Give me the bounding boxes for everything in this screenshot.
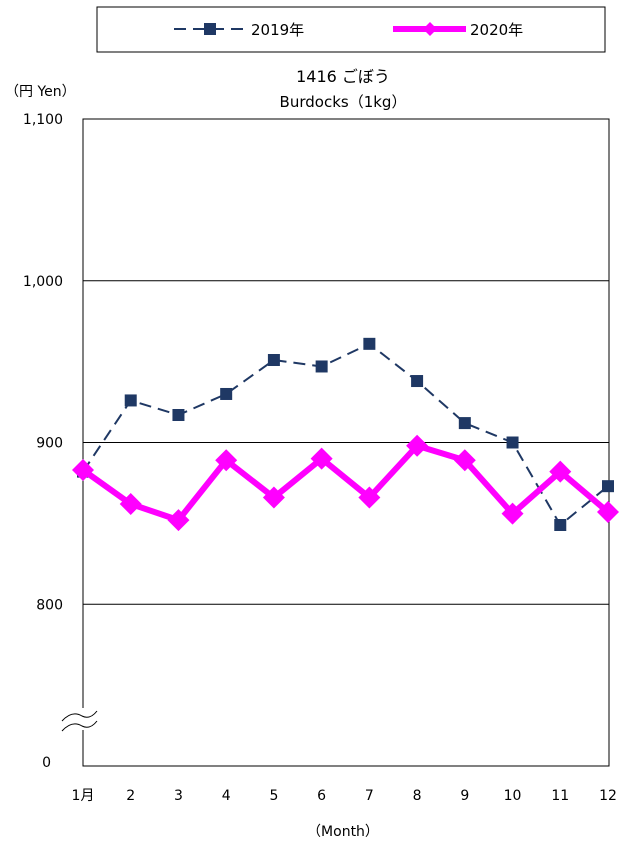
x-tick-label: 12 [599, 788, 617, 804]
data-point [458, 417, 471, 430]
data-point [554, 518, 567, 531]
data-point [172, 409, 185, 422]
x-tick-label: 7 [365, 788, 374, 804]
axis-break-icon [60, 708, 100, 732]
legend-entry-2020: 2020年 [393, 21, 523, 39]
data-point [220, 387, 233, 400]
data-point [72, 458, 94, 481]
chart-title: 1416 ごぼう [296, 67, 390, 86]
x-tick-label: 2 [126, 788, 135, 804]
y-axis-zero-label: 0 [42, 755, 51, 771]
data-point [215, 449, 238, 472]
legend-entry-2019: 2019年 [174, 21, 304, 39]
legend-marker-2020 [423, 22, 437, 36]
x-tick-label: 9 [460, 788, 469, 804]
x-tick-label: 3 [174, 788, 183, 804]
x-tick-label: 6 [317, 788, 326, 804]
data-point [506, 436, 519, 449]
x-tick-label: 1月 [72, 788, 95, 804]
x-tick-label: 4 [222, 788, 231, 804]
data-point [453, 449, 476, 472]
data-point [411, 375, 424, 388]
y-axis-ticks: 1,100 1,000 900 800 [23, 112, 63, 613]
data-point [267, 354, 280, 367]
y-tick-label: 900 [36, 436, 63, 452]
legend-label-2019: 2019年 [251, 21, 304, 39]
data-point [406, 434, 429, 457]
y-axis-unit-label: （円 Yen） [5, 84, 76, 100]
x-tick-label: 8 [413, 788, 422, 804]
data-point [501, 502, 524, 525]
data-point [597, 501, 619, 524]
series-layer [72, 337, 619, 532]
x-axis-ticks: 1月 2 3 4 5 6 7 8 9 10 11 12 [72, 788, 617, 804]
x-axis-label: （Month） [307, 824, 379, 840]
data-point [124, 394, 137, 407]
y-tick-label: 1,000 [23, 274, 63, 290]
data-point [602, 480, 614, 493]
data-point [310, 447, 333, 470]
x-tick-label: 10 [504, 788, 522, 804]
y-tick-label: 800 [36, 597, 63, 613]
series-line-0 [82, 342, 609, 526]
data-point [363, 337, 376, 350]
data-point [315, 360, 328, 373]
data-point [262, 486, 285, 509]
grid-lines [83, 280, 609, 605]
legend-box [96, 6, 606, 53]
x-tick-label: 11 [551, 788, 569, 804]
x-tick-label: 5 [269, 788, 278, 804]
data-point [358, 486, 381, 509]
data-point [549, 460, 572, 483]
chart-subtitle: Burdocks（1kg） [280, 93, 407, 111]
data-point [167, 509, 190, 532]
y-tick-label: 1,100 [23, 112, 63, 128]
data-point [119, 492, 142, 515]
legend-label-2020: 2020年 [470, 21, 523, 39]
legend-marker-2019 [204, 23, 216, 35]
